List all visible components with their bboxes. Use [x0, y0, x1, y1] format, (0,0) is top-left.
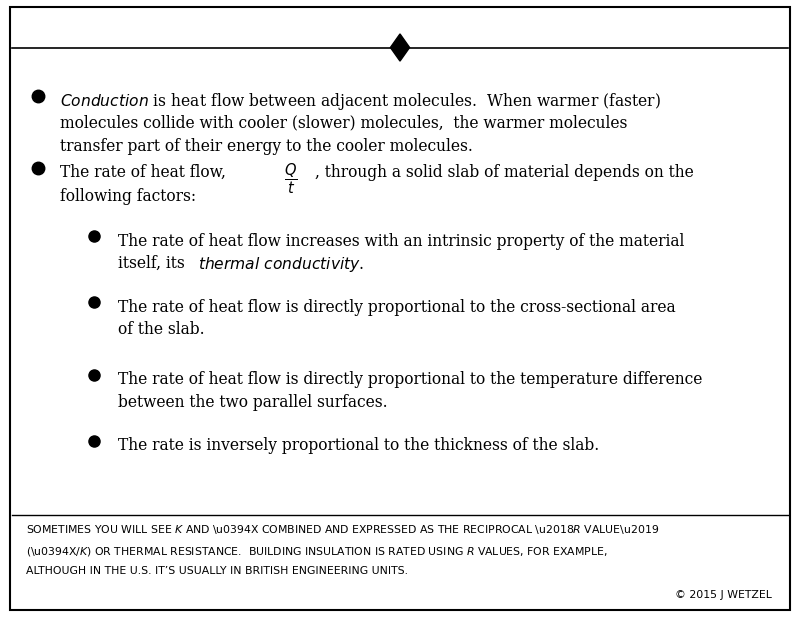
Text: $\mathit{Conduction}$ is heat flow between adjacent molecules.  When warmer (fas: $\mathit{Conduction}$ is heat flow betwe…	[60, 91, 661, 112]
Text: itself, its: itself, its	[118, 255, 190, 272]
Text: $\mathit{thermal}$ $\mathit{conductivity}$.: $\mathit{thermal}$ $\mathit{conductivity…	[198, 255, 365, 274]
Text: The rate of heat flow is directly proportional to the cross-sectional area: The rate of heat flow is directly propor…	[118, 299, 676, 317]
Text: © 2015 J WETZEL: © 2015 J WETZEL	[675, 590, 772, 600]
Text: molecules collide with cooler (slower) molecules,  the warmer molecules: molecules collide with cooler (slower) m…	[60, 115, 627, 132]
Text: SOMETIMES YOU WILL SEE $\mathbf{\mathit{K}}$ AND \u0394X COMBINED AND EXPRESSED : SOMETIMES YOU WILL SEE $\mathbf{\mathit{…	[26, 523, 658, 536]
Text: ALTHOUGH IN THE U.S. IT’S USUALLY IN BRITISH ENGINEERING UNITS.: ALTHOUGH IN THE U.S. IT’S USUALLY IN BRI…	[26, 566, 408, 576]
Text: The rate of heat flow increases with an intrinsic property of the material: The rate of heat flow increases with an …	[118, 233, 685, 250]
Text: between the two parallel surfaces.: between the two parallel surfaces.	[118, 394, 388, 411]
Text: (\u0394X/$\mathbf{\mathit{K}}$) OR THERMAL RESISTANCE.  BUILDING INSULATION IS R: (\u0394X/$\mathbf{\mathit{K}}$) OR THERM…	[26, 545, 607, 558]
Text: The rate of heat flow is directly proportional to the temperature difference: The rate of heat flow is directly propor…	[118, 371, 702, 389]
Text: The rate of heat flow,: The rate of heat flow,	[60, 164, 226, 181]
Polygon shape	[390, 34, 410, 61]
FancyBboxPatch shape	[10, 7, 790, 610]
Text: $\dfrac{Q}{t}$: $\dfrac{Q}{t}$	[284, 162, 298, 196]
Text: following factors:: following factors:	[60, 188, 196, 205]
Text: The rate is inversely proportional to the thickness of the slab.: The rate is inversely proportional to th…	[118, 437, 600, 455]
Text: transfer part of their energy to the cooler molecules.: transfer part of their energy to the coo…	[60, 138, 473, 155]
Text: , through a solid slab of material depends on the: , through a solid slab of material depen…	[315, 164, 694, 181]
Text: of the slab.: of the slab.	[118, 321, 205, 339]
